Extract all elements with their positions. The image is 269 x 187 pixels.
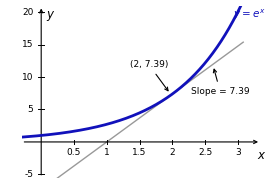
Text: 0.5: 0.5 (67, 148, 81, 157)
Text: (2, 7.39): (2, 7.39) (130, 60, 168, 91)
Text: 15: 15 (22, 40, 33, 49)
Text: x: x (257, 149, 264, 162)
Text: $y = e^x$: $y = e^x$ (233, 7, 265, 22)
Text: 10: 10 (22, 73, 33, 82)
Text: Slope = 7.39: Slope = 7.39 (191, 69, 249, 96)
Text: 1.5: 1.5 (132, 148, 147, 157)
Text: 3: 3 (235, 148, 241, 157)
Text: y: y (47, 7, 54, 21)
Text: 2: 2 (169, 148, 175, 157)
Text: 2.5: 2.5 (198, 148, 212, 157)
Text: -5: -5 (24, 170, 33, 179)
Text: 5: 5 (28, 105, 33, 114)
Text: 1: 1 (104, 148, 110, 157)
Text: 20: 20 (22, 8, 33, 17)
